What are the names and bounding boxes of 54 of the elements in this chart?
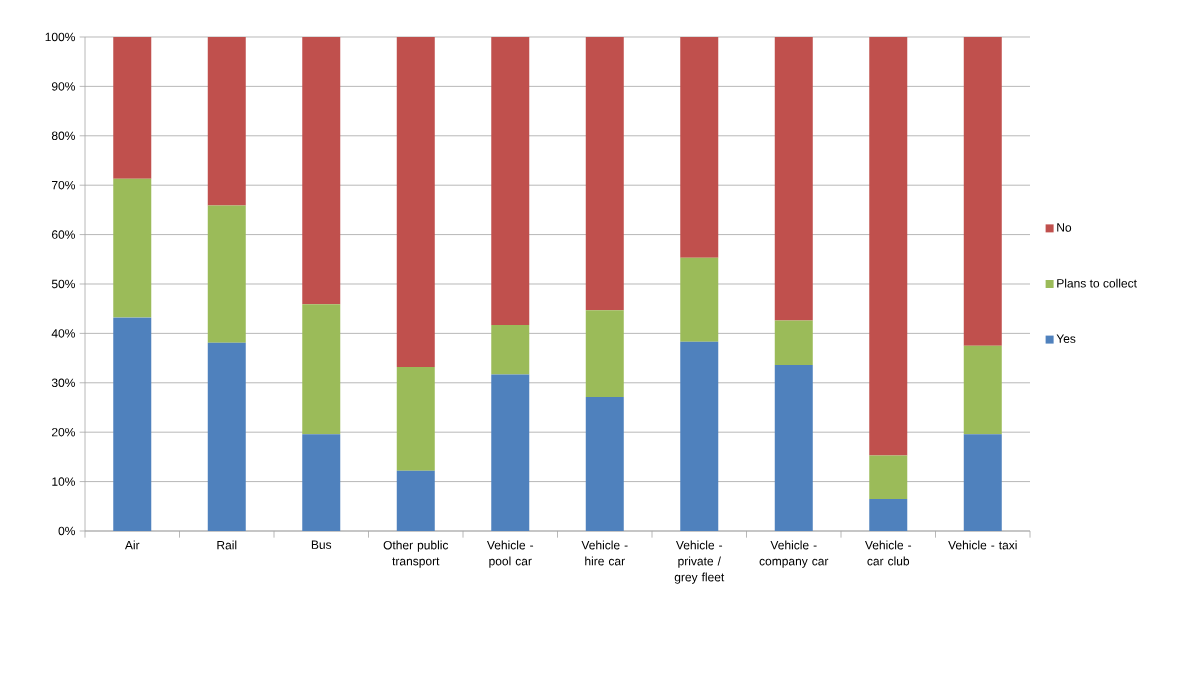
- y-tick-label: 80%: [51, 131, 75, 141]
- x-tick-label: Bus: [311, 540, 332, 549]
- bar: [396, 470, 435, 531]
- bar: [869, 36, 908, 456]
- bar: [774, 36, 813, 321]
- y-tick-label: 40%: [51, 329, 75, 338]
- legend-label: Plans to collect: [1057, 278, 1137, 288]
- bar: [585, 397, 624, 531]
- bar: [302, 434, 341, 531]
- bar: [302, 36, 341, 305]
- x-tick-label: Vehicle - pool car: [486, 540, 534, 568]
- y-tick-label: 60%: [52, 230, 75, 239]
- bar: [774, 365, 813, 531]
- bar: [680, 36, 719, 258]
- legend-label: No: [1057, 223, 1072, 232]
- bar: [774, 320, 813, 365]
- bar: [491, 374, 530, 531]
- bar: [680, 341, 719, 531]
- y-tick-label: 30%: [51, 378, 75, 388]
- bar: [207, 36, 246, 206]
- bar: [491, 36, 530, 325]
- bar: [113, 36, 152, 179]
- bar: [113, 317, 152, 531]
- y-tick-label: 70%: [52, 180, 75, 190]
- bar: [396, 36, 435, 367]
- bar: [491, 324, 530, 375]
- y-tick-label: 50%: [51, 279, 75, 289]
- x-tick-label: Vehicle - hire car: [581, 540, 628, 566]
- y-tick-label: 0%: [58, 526, 75, 536]
- bar: [963, 345, 1002, 435]
- x-tick-label: Other public transport: [383, 540, 449, 568]
- x-tick-label: Air: [124, 540, 140, 550]
- bar: [302, 304, 341, 435]
- bar: [207, 205, 246, 343]
- bar: [680, 257, 719, 342]
- legend-label: Yes: [1056, 334, 1076, 343]
- y-tick-label: 100%: [45, 32, 75, 42]
- x-tick-label: Vehicle - car club: [864, 540, 912, 566]
- x-tick-label: Vehicle - private / grey fleet: [674, 540, 725, 584]
- y-tick-label: 20%: [52, 427, 75, 437]
- bar: [207, 342, 246, 531]
- bar: [396, 366, 435, 471]
- bar: [963, 36, 1002, 346]
- bar: [585, 310, 624, 398]
- x-tick-label: Vehicle - company car: [759, 540, 829, 568]
- x-tick-label: Rail: [217, 540, 237, 550]
- bar: [585, 36, 624, 311]
- bar: [869, 498, 908, 531]
- bar: [113, 178, 152, 318]
- x-tick-label: Vehicle - taxi: [948, 540, 1017, 550]
- bar: [963, 434, 1002, 531]
- y-tick-label: 90%: [51, 82, 75, 91]
- bar: [869, 455, 908, 499]
- y-tick-label: 10%: [52, 477, 75, 486]
